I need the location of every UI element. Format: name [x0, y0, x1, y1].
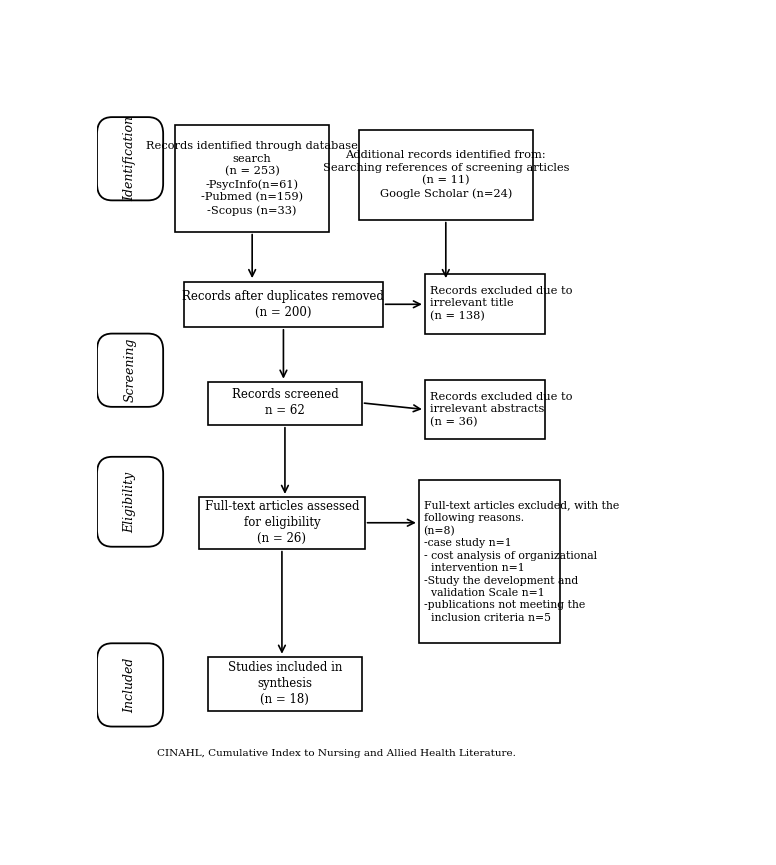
- FancyBboxPatch shape: [175, 125, 328, 232]
- FancyBboxPatch shape: [424, 381, 545, 439]
- Text: Records after duplicates removed
(n = 200): Records after duplicates removed (n = 20…: [182, 290, 384, 319]
- FancyBboxPatch shape: [208, 657, 362, 711]
- Text: Additional records identified from:
Searching references of screening articles
(: Additional records identified from: Sear…: [323, 151, 569, 199]
- FancyBboxPatch shape: [97, 644, 163, 727]
- Text: Records screened
n = 62: Records screened n = 62: [231, 388, 338, 417]
- FancyBboxPatch shape: [208, 381, 362, 425]
- Text: Screening: Screening: [123, 338, 137, 402]
- Text: Eligibility: Eligibility: [123, 471, 137, 533]
- Text: Studies included in
synthesis
(n = 18): Studies included in synthesis (n = 18): [227, 662, 342, 707]
- FancyBboxPatch shape: [97, 334, 163, 407]
- FancyBboxPatch shape: [424, 273, 545, 334]
- Text: Identification: Identification: [123, 116, 137, 201]
- Text: Records excluded due to
irrelevant title
(n = 138): Records excluded due to irrelevant title…: [430, 286, 572, 321]
- FancyBboxPatch shape: [97, 457, 163, 547]
- FancyBboxPatch shape: [97, 117, 163, 201]
- FancyBboxPatch shape: [359, 130, 533, 220]
- Text: Full-text articles excluded, with the
following reasons.
(n=8)
-case study n=1
-: Full-text articles excluded, with the fo…: [424, 501, 618, 623]
- FancyBboxPatch shape: [419, 480, 560, 644]
- Text: Included: Included: [123, 657, 137, 713]
- FancyBboxPatch shape: [184, 282, 383, 327]
- Text: Records identified through database
search
(n = 253)
-PsycInfo(n=61)
-Pubmed (n=: Records identified through database sear…: [146, 141, 358, 215]
- FancyBboxPatch shape: [199, 497, 365, 548]
- Text: Records excluded due to
irrelevant abstracts
(n = 36): Records excluded due to irrelevant abstr…: [430, 392, 572, 427]
- Text: Full-text articles assessed
for eligibility
(n = 26): Full-text articles assessed for eligibil…: [205, 500, 359, 545]
- Text: CINAHL, Cumulative Index to Nursing and Allied Health Literature.: CINAHL, Cumulative Index to Nursing and …: [157, 749, 516, 758]
